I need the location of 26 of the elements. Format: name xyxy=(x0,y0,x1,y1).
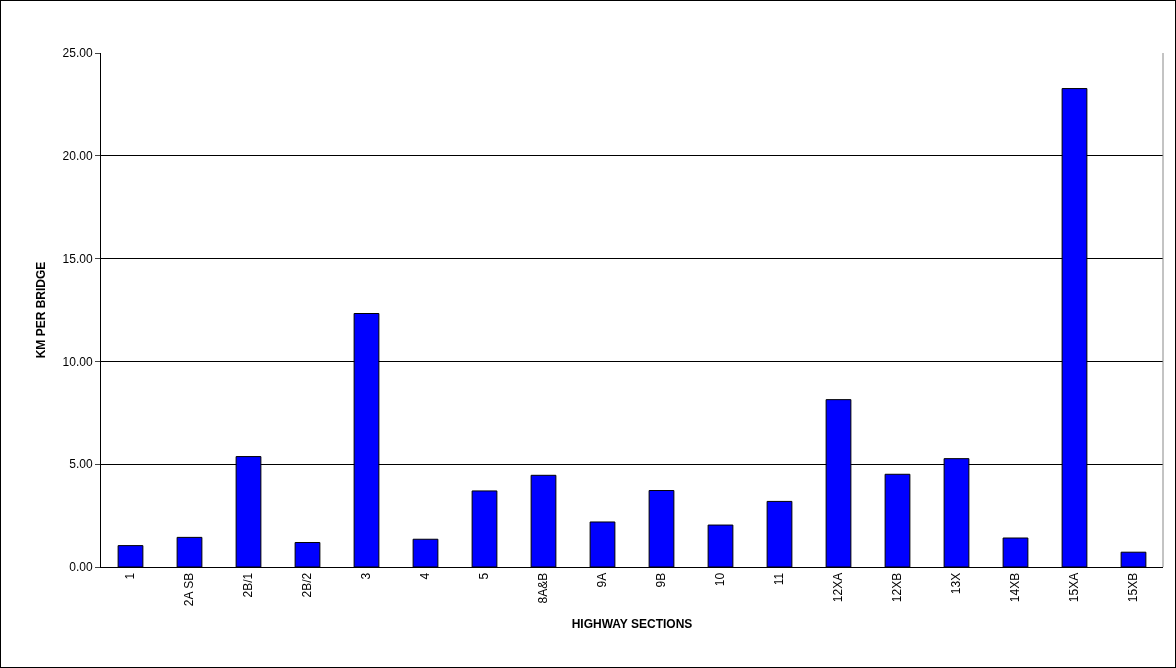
y-tick-label: 20.00 xyxy=(62,149,93,163)
y-tick-label: 5.00 xyxy=(69,457,93,472)
x-axis-title: HIGHWAY SECTIONS xyxy=(571,617,693,632)
x-tick-label: 12XB xyxy=(890,572,905,603)
x-tick-label: 13X xyxy=(949,572,964,595)
x-tick-label: 3 xyxy=(359,572,374,580)
x-tick-label: 15XB xyxy=(1126,572,1141,603)
x-tick-label: 10 xyxy=(713,572,728,587)
x-tick-label: 15XA xyxy=(1067,572,1082,603)
y-tick-label: 15.00 xyxy=(62,251,93,266)
x-tick-label: 1 xyxy=(123,572,138,580)
y-tick-label: 10.00 xyxy=(62,354,93,369)
y-axis-title: KM PER BRIDGE xyxy=(33,261,48,359)
x-tick-label: 2B/1 xyxy=(241,572,256,598)
x-tick-label: 2B/2 xyxy=(300,572,315,598)
x-tick-label: 12XA xyxy=(831,572,846,603)
y-tick-label: 0.00 xyxy=(69,560,93,575)
x-tick-label: 9B xyxy=(654,572,669,588)
x-tick-label: 9A xyxy=(595,572,610,588)
x-tick-label: 2A SB xyxy=(182,572,197,607)
x-tick-label: 14XB xyxy=(1008,572,1023,603)
x-tick-label: 5 xyxy=(477,572,492,580)
x-tick-label: 8A&B xyxy=(536,572,551,604)
x-tick-label: 11 xyxy=(772,572,787,586)
y-tick-label: 25.00 xyxy=(62,46,93,61)
x-tick-label: 4 xyxy=(418,572,433,580)
